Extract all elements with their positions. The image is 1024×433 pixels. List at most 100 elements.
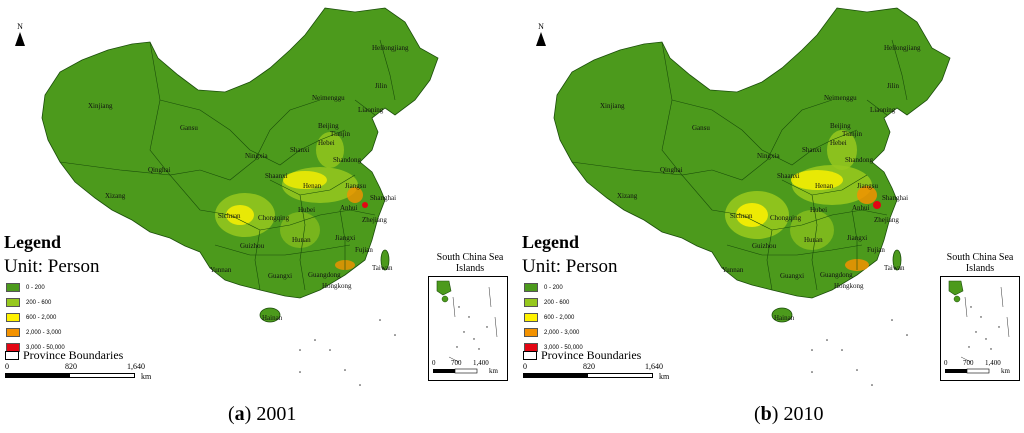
island-dots xyxy=(299,319,396,386)
density-area xyxy=(316,132,344,168)
legend-item: 2,000 - 3,000 xyxy=(524,325,583,340)
province-label: Liaoning xyxy=(870,106,896,114)
province-label: Ningxia xyxy=(757,152,780,160)
north-label: N xyxy=(17,22,23,31)
density-area xyxy=(226,205,254,225)
province-label: Jiangsu xyxy=(857,182,879,190)
province-label: Taiwan xyxy=(884,264,905,272)
inset-scale-tick: 700 xyxy=(963,359,974,367)
density-area xyxy=(790,210,834,250)
province-label: Tianjin xyxy=(842,130,862,138)
province-label: Guangxi xyxy=(780,272,804,280)
inset-scale-unit: km xyxy=(1001,367,1010,375)
province-label: Shaanxi xyxy=(777,172,800,180)
scale-tick: 0 xyxy=(523,362,527,371)
province-label: Hunan xyxy=(292,236,311,244)
province-boundaries xyxy=(59,39,396,291)
province-label: Hubei xyxy=(810,206,827,214)
scale-bar: 0 820 1,640 km xyxy=(5,362,155,384)
province-label: Yunnan xyxy=(722,266,744,274)
boundary-label: Province Boundaries xyxy=(541,348,642,362)
inset-scale-tick: 0 xyxy=(944,359,948,367)
province-label: Jilin xyxy=(375,82,388,90)
china-mainland xyxy=(553,7,951,299)
density-area xyxy=(283,171,327,189)
caption-letter: b xyxy=(760,403,772,425)
province-label: Xinjiang xyxy=(600,102,625,110)
inset-scale-tick: 1,400 xyxy=(473,359,489,367)
inset-scale-tick: 0 xyxy=(432,359,436,367)
scale-bar: 0 820 1,640 km xyxy=(523,362,673,384)
legend-swatch xyxy=(524,283,538,292)
scale-tick: 0 xyxy=(5,362,9,371)
province-label: Hebei xyxy=(318,139,335,147)
legend-label: 2,000 - 3,000 xyxy=(544,329,580,336)
province-label: Anhui xyxy=(340,204,358,212)
province-label: Hongkong xyxy=(322,282,352,290)
province-label: Heilongjiang xyxy=(884,44,921,52)
province-label: Guangxi xyxy=(268,272,292,280)
province-label: Chongqing xyxy=(258,214,290,222)
province-label: Qinghai xyxy=(148,166,171,174)
province-label: Gansu xyxy=(180,124,198,132)
legend: 0 - 200 200 - 600 600 - 2,000 2,000 - 3,… xyxy=(6,280,65,355)
south-china-sea-inset: 0 700 1,400 km xyxy=(940,276,1020,381)
legend-item: 2,000 - 3,000 xyxy=(6,325,65,340)
scale-tick: 820 xyxy=(583,362,595,371)
province-label: Xizang xyxy=(105,192,126,200)
hainan-island xyxy=(259,307,281,323)
province-label: Shanghai xyxy=(370,194,396,202)
legend-item: 200 - 600 xyxy=(6,295,65,310)
legend-item: 200 - 600 xyxy=(524,295,583,310)
province-label: Chongqing xyxy=(770,214,802,222)
province-label: Guizhou xyxy=(240,242,265,250)
boundary-swatch xyxy=(5,351,19,360)
legend-label: 2,000 - 3,000 xyxy=(26,329,62,336)
legend-label: 0 - 200 xyxy=(544,284,563,291)
legend-title: Legend xyxy=(4,232,62,252)
province-label: Ningxia xyxy=(245,152,268,160)
legend-item: 0 - 200 xyxy=(6,280,65,295)
boundary-legend-item: Province Boundaries xyxy=(523,348,641,363)
inset-title: South China Sea Islands xyxy=(946,252,1014,274)
province-label: Zhejiang xyxy=(874,216,899,224)
inset-scale-tick: 700 xyxy=(451,359,462,367)
province-label: Guangdong xyxy=(308,271,341,279)
taiwan-island xyxy=(892,249,902,271)
caption-year: 2001 xyxy=(256,403,297,425)
province-label: Henan xyxy=(303,182,322,190)
province-label: Guizhou xyxy=(752,242,777,250)
province-label: Gansu xyxy=(692,124,710,132)
province-label: Hongkong xyxy=(834,282,864,290)
boundary-swatch xyxy=(523,351,537,360)
china-mainland xyxy=(41,7,439,299)
scale-tick: 1,640 xyxy=(127,362,145,371)
legend-item: 600 - 2,000 xyxy=(524,310,583,325)
legend: 0 - 200 200 - 600 600 - 2,000 2,000 - 3,… xyxy=(524,280,583,355)
legend-label: 200 - 600 xyxy=(26,299,52,306)
province-label: Jilin xyxy=(887,82,900,90)
legend-swatch xyxy=(6,283,20,292)
province-label: Hebei xyxy=(830,139,847,147)
province-label: Shandong xyxy=(845,156,874,164)
province-label: Jiangsu xyxy=(345,182,367,190)
density-area xyxy=(280,212,320,248)
legend-label: 0 - 200 xyxy=(26,284,45,291)
province-label: Neimenggu xyxy=(312,94,345,102)
north-label: N xyxy=(538,22,544,31)
province-label: Xizang xyxy=(617,192,638,200)
province-label: Fujian xyxy=(355,246,373,254)
province-label: Hainan xyxy=(774,314,795,322)
north-arrow-icon xyxy=(15,32,25,46)
china-population-map: Xinjiang Xizang Qinghai Gansu Neimenggu … xyxy=(41,7,439,386)
province-boundaries xyxy=(571,39,908,291)
province-label: Jiangxi xyxy=(335,234,355,242)
province-label: Neimenggu xyxy=(824,94,857,102)
province-label: Beijing xyxy=(830,122,851,130)
legend-unit: Unit: Person xyxy=(4,256,100,277)
china-population-map: Xinjiang Xizang Qinghai Gansu Neimenggu … xyxy=(553,7,951,386)
density-area xyxy=(736,203,768,227)
inset-map xyxy=(945,280,1010,374)
scale-unit: km xyxy=(141,372,152,381)
scale-tick: 820 xyxy=(65,362,77,371)
